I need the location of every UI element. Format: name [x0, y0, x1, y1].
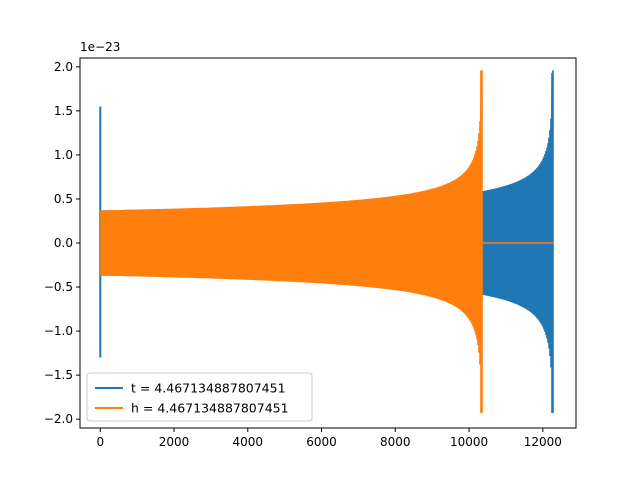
x-tick-label: 12000 — [524, 435, 562, 449]
legend: t = 4.467134887807451 h = 4.4671348878074… — [86, 372, 313, 422]
x-tick-label: 10000 — [450, 435, 488, 449]
y-tick-label: 1.0 — [54, 148, 73, 162]
x-tick-label: 8000 — [380, 435, 411, 449]
y-tick-label: 0.0 — [54, 236, 73, 250]
legend-box — [86, 372, 313, 422]
series-h-line — [100, 70, 483, 414]
y-tick-label: −2.0 — [44, 412, 73, 426]
legend-label: t = 4.467134887807451 — [131, 381, 286, 396]
y-axis: 2.0 1.5 1.0 0.5 0.0 −0.5 −1.0 −1.5 −2.0 — [44, 60, 80, 426]
series-layer — [99, 70, 554, 414]
x-tick-label: 2000 — [159, 435, 190, 449]
x-tick-label: 6000 — [306, 435, 337, 449]
y-tick-label: 2.0 — [54, 60, 73, 74]
series-h — [100, 70, 554, 414]
y-offset-label: 1e−23 — [80, 40, 120, 54]
y-tick-label: −0.5 — [44, 280, 73, 294]
y-tick-label: 1.5 — [54, 104, 73, 118]
x-tick-label: 4000 — [233, 435, 264, 449]
y-tick-label: 0.5 — [54, 192, 73, 206]
x-axis: 0 2000 4000 6000 8000 10000 12000 — [96, 428, 562, 449]
legend-label: h = 4.467134887807451 — [131, 401, 289, 416]
y-tick-label: −1.5 — [44, 368, 73, 382]
y-tick-label: −1.0 — [44, 324, 73, 338]
x-tick-label: 0 — [96, 435, 104, 449]
